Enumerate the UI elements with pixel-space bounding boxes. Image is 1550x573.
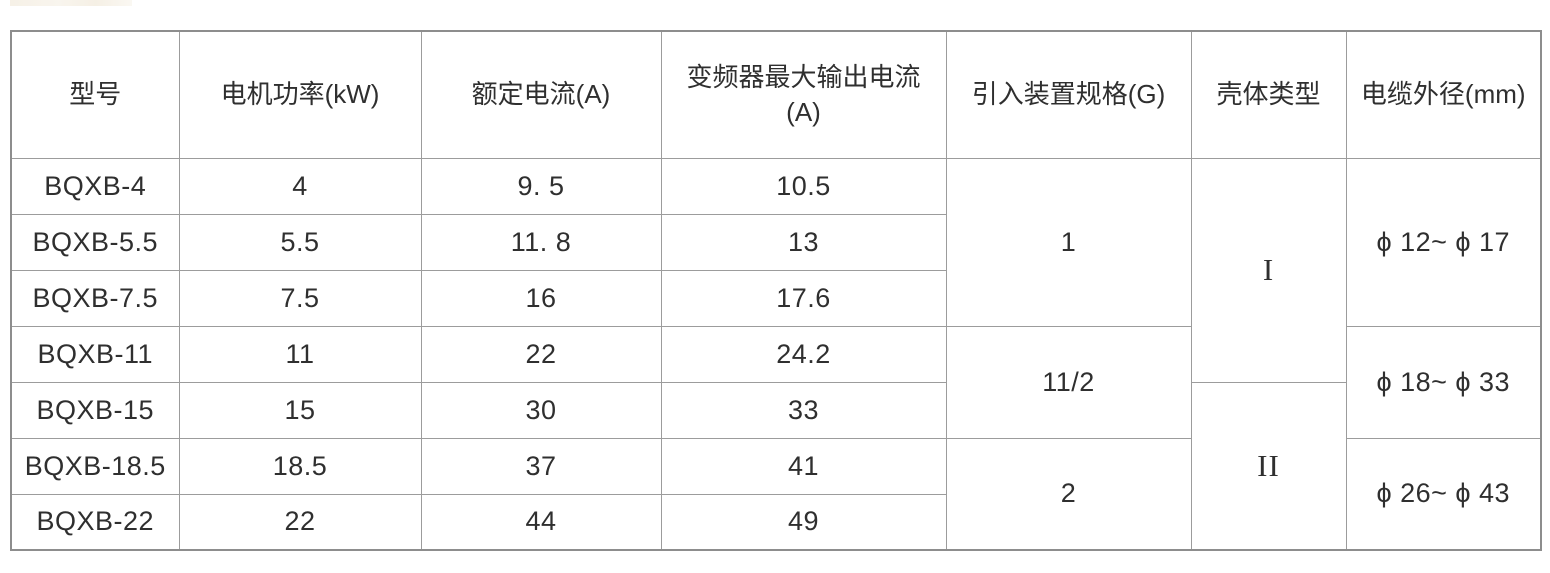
table-row: BQXB-5.5 5.5 11. 8 13 bbox=[10, 213, 1541, 271]
merged-cell-cable-od: ϕ 18~ ϕ 33 bbox=[1345, 325, 1542, 439]
cell-model: BQXB-4 bbox=[10, 157, 180, 215]
table-row: BQXB-7.5 7.5 16 17.6 bbox=[10, 269, 1541, 327]
col-header-motor-power: 电机功率(kW) bbox=[178, 30, 422, 159]
cell-model: BQXB-15 bbox=[10, 381, 180, 439]
cell-motor-power: 11 bbox=[178, 325, 422, 383]
cell-motor-power: 15 bbox=[178, 381, 422, 439]
header-row: 型号 电机功率(kW) 额定电流(A) 变频器最大输出电流 (A) 引入装置规格… bbox=[10, 30, 1542, 159]
cell-rated-current: 22 bbox=[420, 325, 662, 383]
col-header-cable-od: 电缆外径(mm) bbox=[1345, 30, 1542, 159]
cell-max-output-current: 17.6 bbox=[660, 269, 947, 327]
spec-table: 型号 电机功率(kW) 额定电流(A) 变频器最大输出电流 (A) 引入装置规格… bbox=[10, 30, 1542, 551]
merged-cell-shell-type: II bbox=[1190, 381, 1347, 551]
cell-max-output-current: 41 bbox=[660, 437, 947, 495]
table-row: BQXB-15 15 30 33 II bbox=[10, 381, 1541, 551]
col-header-shell-type: 壳体类型 bbox=[1190, 30, 1347, 159]
cell-rated-current: 44 bbox=[420, 493, 662, 551]
col-header-rated-current: 额定电流(A) bbox=[420, 30, 662, 159]
cell-rated-current: 11. 8 bbox=[420, 213, 662, 271]
cell-max-output-current: 33 bbox=[660, 381, 947, 439]
merged-cell-inlet-device-spec: 2 bbox=[945, 437, 1192, 551]
cell-rated-current: 37 bbox=[420, 437, 662, 495]
cell-rated-current: 30 bbox=[420, 381, 662, 439]
cell-rated-current: 9. 5 bbox=[420, 157, 662, 215]
cropped-text-remnant bbox=[10, 0, 132, 6]
merged-cell-shell-type: I bbox=[1190, 157, 1347, 383]
cell-max-output-current: 49 bbox=[660, 493, 947, 551]
cell-max-output-current: 13 bbox=[660, 213, 947, 271]
merged-cell-cable-od: ϕ 12~ ϕ 17 bbox=[1345, 157, 1542, 327]
cell-model: BQXB-11 bbox=[10, 325, 180, 383]
merged-cell-cable-od: ϕ 26~ ϕ 43 bbox=[1345, 437, 1542, 551]
cell-motor-power: 5.5 bbox=[178, 213, 422, 271]
cell-max-output-current: 24.2 bbox=[660, 325, 947, 383]
cell-motor-power: 4 bbox=[178, 157, 422, 215]
cell-motor-power: 18.5 bbox=[178, 437, 422, 495]
cell-model: BQXB-18.5 bbox=[10, 437, 180, 495]
table-row: BQXB-11 11 22 24.2 11/2 ϕ 18~ ϕ 33 bbox=[10, 325, 1542, 439]
merged-cell-inlet-device-spec: 1 bbox=[945, 157, 1192, 327]
cell-motor-power: 7.5 bbox=[178, 269, 422, 327]
col-header-model: 型号 bbox=[10, 30, 180, 159]
cell-model: BQXB-22 bbox=[10, 493, 180, 551]
cell-rated-current: 16 bbox=[420, 269, 662, 327]
col-header-max-output-current: 变频器最大输出电流 (A) bbox=[660, 30, 947, 159]
cell-model: BQXB-5.5 bbox=[10, 213, 180, 271]
table-row: BQXB-4 4 9. 5 10.5 1 I ϕ 12~ ϕ 17 bbox=[10, 157, 1542, 383]
cell-motor-power: 22 bbox=[178, 493, 422, 551]
merged-cell-inlet-device-spec: 11/2 bbox=[945, 325, 1192, 439]
table-row: BQXB-22 22 44 49 bbox=[10, 493, 1541, 551]
cell-max-output-current: 10.5 bbox=[660, 157, 947, 215]
col-header-inlet-device-spec: 引入装置规格(G) bbox=[945, 30, 1192, 159]
cell-model: BQXB-7.5 bbox=[10, 269, 180, 327]
